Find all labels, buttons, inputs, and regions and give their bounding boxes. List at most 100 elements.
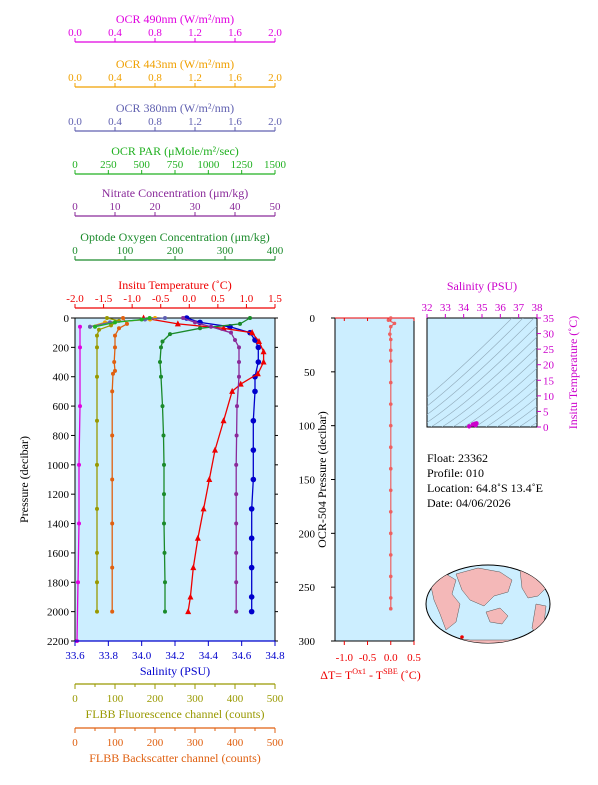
ocr380-point: [88, 324, 92, 329]
temp-tick-label: 1.5: [268, 293, 282, 305]
date-label: Date: 04/06/2026: [427, 496, 511, 510]
temp-point: [229, 387, 236, 394]
ts-y-tick-label: 25: [543, 344, 555, 356]
fluor-point: [95, 418, 99, 423]
nitrate-tick-label: 30: [190, 201, 202, 213]
pressure-tick-label: 1800: [47, 577, 70, 589]
backscatter-point: [110, 389, 115, 394]
delta-pressure-tick-label: 150: [299, 475, 316, 487]
nitrate-point: [234, 492, 239, 497]
temp-point: [174, 320, 181, 327]
ocr490-axis-title: OCR 490nm (W/m²/nm): [116, 12, 234, 26]
fluor-point: [95, 580, 99, 585]
oxygen-point: [158, 360, 162, 365]
ts-x-tick-label: 33: [440, 302, 452, 314]
temp-tick-label: -1.0: [123, 293, 141, 305]
ocr380-tick-label: 1.2: [188, 116, 202, 128]
ts-x-tick-label: 34: [458, 302, 470, 314]
oxygen-tick-label: 100: [117, 245, 134, 257]
ocrpar-tick-label: 750: [167, 159, 184, 171]
backscatter-point: [117, 326, 121, 331]
nitrate-point: [234, 580, 239, 585]
delta-point: [388, 466, 393, 471]
ocr490-point: [78, 324, 82, 329]
oxygen-point: [161, 433, 166, 438]
salinity-point: [250, 447, 257, 453]
delta-x-tick-label: 0.0: [384, 652, 398, 664]
temp-tick-label: 0.5: [211, 293, 225, 305]
delta-point: [388, 332, 392, 336]
delta-point: [388, 380, 393, 385]
backscatter-point: [113, 368, 117, 373]
oxygen-tick-label: 300: [217, 245, 234, 257]
oxygen-point: [198, 326, 202, 331]
ts-isopycnal-line: [529, 422, 537, 427]
ts-x-tick-label: 38: [532, 302, 544, 314]
nitrate-point: [233, 338, 237, 343]
nitrate-point: [181, 316, 185, 320]
delta-point: [388, 316, 393, 320]
salinity-point: [250, 417, 257, 424]
backscatter-tick-label: 500: [267, 737, 284, 749]
fluor-tick-label: 300: [187, 693, 204, 705]
pressure-tick-label: 600: [53, 401, 70, 413]
backscatter-point: [110, 433, 115, 438]
bottom-axes-group: 33.6 33.8 34.0 34.2 34.4 34.6 34.8 Salinity (PS…: [65, 640, 285, 765]
salinity-axis-title: Salinity (PSU): [140, 664, 210, 678]
ts-isopycnal-line: [463, 367, 537, 427]
temp-point: [200, 505, 207, 512]
ocr490-point: [76, 580, 80, 585]
ocr490-tick-label: 2.0: [268, 27, 282, 39]
nitrate-tick-label: 40: [230, 201, 242, 213]
ts-point: [473, 422, 478, 428]
ocr490-point: [77, 521, 81, 526]
temp-point: [260, 358, 267, 365]
salinity-tick-label: 34.2: [165, 650, 184, 662]
ocrpar-tick-label: 1500: [264, 159, 287, 171]
backscatter-tick-label: 200: [147, 737, 164, 749]
nitrate-point: [209, 324, 213, 329]
oxygen-point: [162, 462, 166, 467]
temp-tick-label: 0.0: [182, 293, 196, 305]
nitrate-point: [235, 404, 239, 409]
oxygen-point: [168, 332, 172, 337]
ts-isopycnal-line: [441, 347, 537, 427]
oxygen-point: [238, 321, 242, 326]
ocrpar-tick-label: 1250: [231, 159, 254, 171]
backscatter-tick-label: 100: [107, 737, 124, 749]
backscatter-point: [112, 360, 117, 365]
nitrate-tick-label: 10: [110, 201, 122, 213]
pressure-tick-label: 2000: [47, 607, 70, 619]
oxygen-point: [163, 609, 167, 614]
ocr490-tick-label: 1.6: [228, 27, 242, 39]
fluor-point: [105, 316, 109, 320]
nitrate-tick-label: 50: [270, 201, 282, 213]
fluor-point: [97, 327, 101, 332]
salinity-point: [248, 506, 255, 512]
temp-point: [185, 608, 192, 615]
ocrpar-point: [113, 320, 117, 325]
fluor-tick-label: 0: [72, 693, 78, 705]
temp-point: [206, 476, 213, 482]
temp-point: [187, 593, 194, 600]
delta-plot-background: [334, 317, 415, 642]
delta-point: [388, 488, 393, 493]
pressure-tick-label: 1200: [47, 489, 70, 501]
temp-point: [212, 446, 218, 453]
delta-pressure-tick-label: 200: [299, 528, 316, 540]
nitrate-series-line: [182, 317, 240, 612]
float-id-label: Float: 23362: [427, 451, 488, 465]
ts-x-tick-label: 36: [495, 302, 507, 314]
nitrate-point: [193, 320, 197, 325]
backscatter-point: [111, 371, 115, 376]
oxygen-point: [162, 492, 166, 497]
backscatter-point: [110, 477, 115, 482]
nitrate-point: [237, 345, 241, 350]
ts-isopycnal-line: [496, 396, 537, 427]
delta-point: [388, 445, 393, 450]
ts-isopycnals: [427, 318, 537, 427]
fluor-tick-label: 200: [147, 693, 164, 705]
ts-diagram-plot: 32 33 34 35 36 37 38 Salinity (PSU) 0 5 10 15 20 25 30…: [422, 279, 581, 434]
delta-pressure-tick-label: 50: [304, 367, 316, 379]
nitrate-axis-title: Nitrate Concentration (μm/kg): [102, 186, 248, 200]
